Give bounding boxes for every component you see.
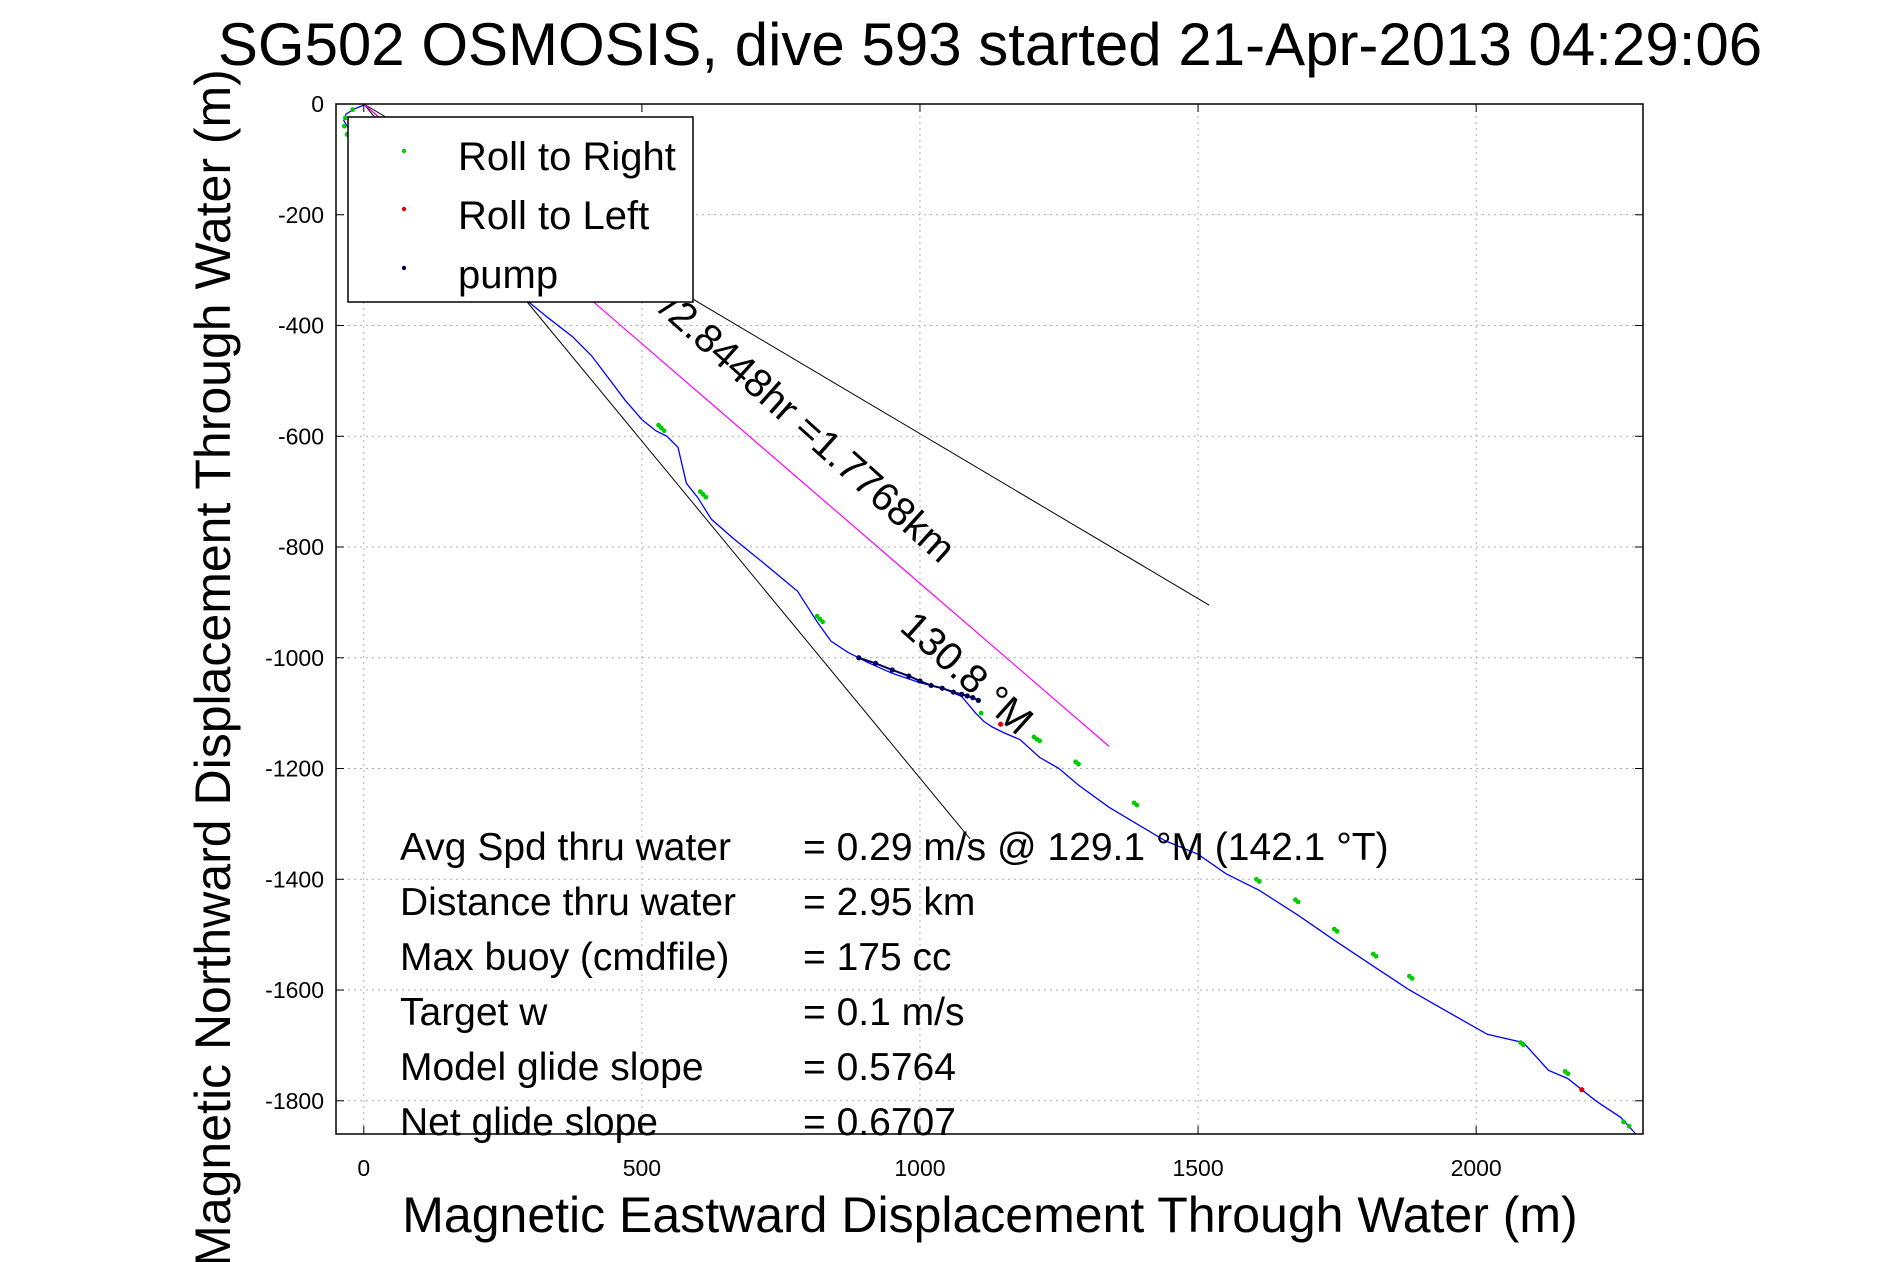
y-tick-label: -1800 [265,1088,324,1114]
x-tick-label: 1500 [1172,1155,1223,1181]
x-tick-label: 500 [623,1155,661,1181]
pump-point [906,673,912,679]
roll-right-point [1565,1071,1571,1077]
pump-point [964,693,970,699]
roll-right-point [1134,802,1140,808]
legend-marker-pump [401,265,407,271]
pump-point [939,685,945,691]
x-tick-label: 1000 [894,1155,945,1181]
pump-point [872,660,879,666]
pump-point [917,678,923,684]
x-tick-label: 2000 [1451,1155,1502,1181]
roll-right-point [1076,761,1081,767]
roll-left-point [998,721,1004,727]
marker-layer [341,107,1632,1129]
pump-point [950,689,956,695]
stat-label-model-glide: Model glide slope [400,1046,704,1089]
roll-right-point [341,123,347,129]
stat-value-max-buoy: = 175 cc [803,936,952,979]
stat-label-max-buoy: Max buoy (cmdfile) [400,936,729,979]
pump-point [856,655,862,661]
y-tick-label: -800 [278,534,324,560]
stat-value-distance: = 2.95 km [803,881,975,924]
plot-frame [335,103,1644,1135]
pump-point [889,667,895,673]
y-tick-label: -1000 [265,645,324,671]
stat-value-model-glide: = 0.5764 [803,1046,956,1089]
legend-marker-roll-right [401,148,407,154]
stat-label-distance: Distance thru water [400,881,736,924]
legend-label-roll-right: Roll to Right [458,135,676,179]
stat-value-avg-speed: = 0.29 m/s @ 129.1 °M (142.1 °T) [803,826,1389,869]
pump-point [970,695,976,701]
legend-marker-roll-left [401,206,407,212]
tick-layer: 0 500 1000 1500 2000 0 -200 -400 -600 -800 -1000 -1… [265,91,1643,1181]
legend-label-pump: pump [458,253,558,297]
stats-block: Avg Spd thru water = 0.29 m/s @ 129.1 °M… [400,826,1389,1144]
stat-value-target-w: = 0.1 m/s [803,991,964,1034]
stat-value-net-glide: = 0.6707 [803,1101,956,1144]
roll-right-point [1409,975,1415,981]
y-tick-label: -600 [278,423,324,449]
roll-right-point [1373,953,1379,959]
roll-right-point [820,619,826,625]
legend: Roll to Right Roll to Left pump [347,116,694,303]
y-tick-label: -400 [278,313,324,339]
roll-right-point [1626,1123,1632,1129]
y-tick-label: -1600 [265,977,324,1003]
roll-right-point [1295,899,1301,905]
roll-right-point [1521,1042,1526,1048]
roll-right-point [350,107,356,112]
roll-right-point [1621,1119,1626,1125]
stat-label-avg-speed: Avg Spd thru water [400,826,731,869]
roll-right-point [661,428,667,434]
stat-label-target-w: Target w [400,991,548,1034]
legend-label-roll-left: Roll to Left [458,194,649,238]
pump-point [975,697,981,704]
roll-left-point [1579,1087,1585,1093]
roll-right-point [343,115,348,121]
roll-right-point [1334,928,1340,934]
pump-point [959,691,965,697]
stat-label-net-glide: Net glide slope [400,1101,658,1144]
roll-right-point [1037,738,1042,744]
x-tick-label: 0 [357,1155,370,1181]
roll-right-point [1256,879,1262,884]
y-axis-label: Magnetic Northward Displacement Through … [185,69,241,1262]
x-axis-label: Magnetic Eastward Displacement Through W… [402,1187,1577,1243]
y-tick-label: -200 [278,202,324,228]
pump-point [928,682,934,689]
y-tick-label: -1200 [265,756,324,782]
y-tick-label: -1400 [265,866,324,892]
roll-right-point [703,494,709,500]
roll-right-point [978,710,984,716]
y-tick-label: 0 [311,91,324,117]
chart-title: SG502 OSMOSIS, dive 593 started 21-Apr-2… [218,11,1762,78]
